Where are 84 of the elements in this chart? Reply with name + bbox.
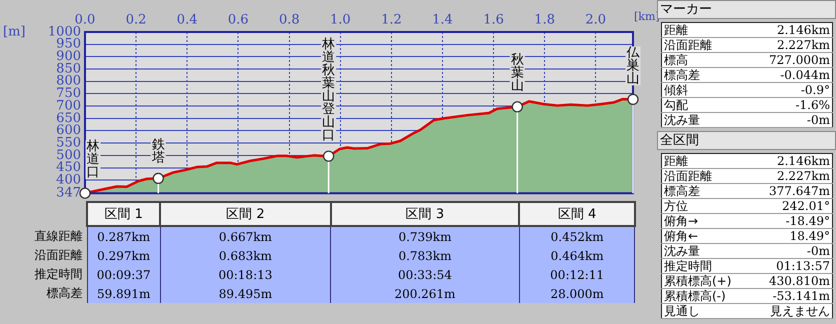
category-label: 累積標高(+) [664,274,732,288]
category-label: 傾斜 [664,83,688,97]
text: 727.000m [768,53,830,67]
y-tick-label: 650 [56,110,81,126]
x-tick-label: 0.8 [278,12,300,28]
category-label: 方位 [664,199,688,213]
text: 00:18:13 [218,268,272,282]
category-label: 沿面距離 [664,169,712,183]
text: 2.146km [776,23,830,37]
x-tick-label: 0.2 [126,12,146,28]
x-tick-label: 1.0 [330,12,351,28]
category-label: 区間 1 [87,202,160,226]
text: -18.49° [786,214,830,228]
y-tick-label: 800 [56,74,81,89]
annotation: 仏巣山 [626,45,640,86]
annotation: 林道口 [86,139,100,180]
category-label: 区間 2 [160,202,331,226]
category-label: 直線距離 [34,228,82,242]
text: 89.495m [218,286,272,300]
category-label: 標高差 [46,286,82,300]
text: -53.141m [772,289,830,303]
text: 0.683km [218,248,272,262]
text: 28.000m [550,286,604,300]
category-label: 沿面距離 [664,38,712,52]
text: 0.783km [398,248,452,262]
category-label: 見通し [664,304,700,318]
y-axis-title: [m] [3,24,26,40]
category-label: 沈み量 [664,244,700,258]
category-label: 区間 3 [330,202,520,226]
text: 0.464km [550,248,604,262]
category-label: 俯角← [664,229,698,243]
annotation: 林道秋葉山登山口 [321,37,336,144]
x-tick-label: 1.8 [534,12,555,28]
annotation: 秋葉山 [510,52,524,94]
text: -0.044m [780,68,830,82]
category-label: 推定時間 [34,267,82,281]
text: 0.287km [97,230,150,244]
category-label: 標高差 [664,184,700,198]
text: 00:12:11 [550,268,604,282]
y-tick-label: 347 [56,186,81,201]
category-label: 沿面距離 [34,248,82,262]
category-label: 累積標高(-) [664,289,726,303]
category-label: 俯角→ [664,214,698,228]
category-label: 区間 4 [519,202,635,226]
x-tick-label: 0.6 [228,12,249,28]
category-label: 距離 [664,23,688,37]
text: マーカー [660,2,712,17]
annotation: 鉄塔 [150,137,165,166]
y-tick-label: 1000 [48,24,81,40]
category-label: 標高差 [664,68,700,82]
text: 2.227km [776,169,830,183]
text: 242.01° [782,199,830,213]
text: 200.261m [394,286,456,300]
text: 00:09:37 [96,268,151,282]
text: -0.9° [800,83,830,97]
category-label: 沈み量 [664,113,700,127]
text: 全区間 [657,131,836,150]
text: 0.297km [97,248,150,262]
text: 見えません [770,304,830,318]
text: 0.667km [218,230,272,244]
x-tick-label: 1.6 [483,12,504,28]
y-tick-label: 500 [56,148,81,163]
text: 18.49° [790,229,830,243]
text: 2.227km [776,38,830,52]
x-tick-label: 1.4 [432,12,453,28]
category-label: 勾配 [664,98,688,112]
text: 377.647m [768,184,830,198]
category-label: 標高 [664,53,688,67]
x-tick-label: 0.4 [176,12,198,28]
category-label: 推定時間 [664,259,712,273]
text: 0.739km [398,230,452,244]
text: 430.810m [768,274,830,288]
text: -0m [806,244,830,258]
category-label: 距離 [664,154,688,168]
text: 59.891m [96,286,150,300]
y-tick-label: 950 [56,36,81,52]
x-tick-label: 2.0 [585,12,606,28]
text: 01:13:57 [776,259,830,273]
x-tick-label: 1.2 [381,12,402,28]
text: -1.6% [795,98,830,112]
text: 0.452km [550,230,604,244]
text: -0m [806,113,830,127]
text: 00:33:54 [398,268,452,282]
text: 2.146km [776,154,830,168]
